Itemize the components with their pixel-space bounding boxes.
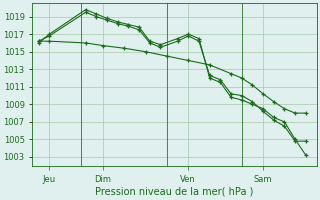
X-axis label: Pression niveau de la mer( hPa ): Pression niveau de la mer( hPa ) xyxy=(95,187,253,197)
